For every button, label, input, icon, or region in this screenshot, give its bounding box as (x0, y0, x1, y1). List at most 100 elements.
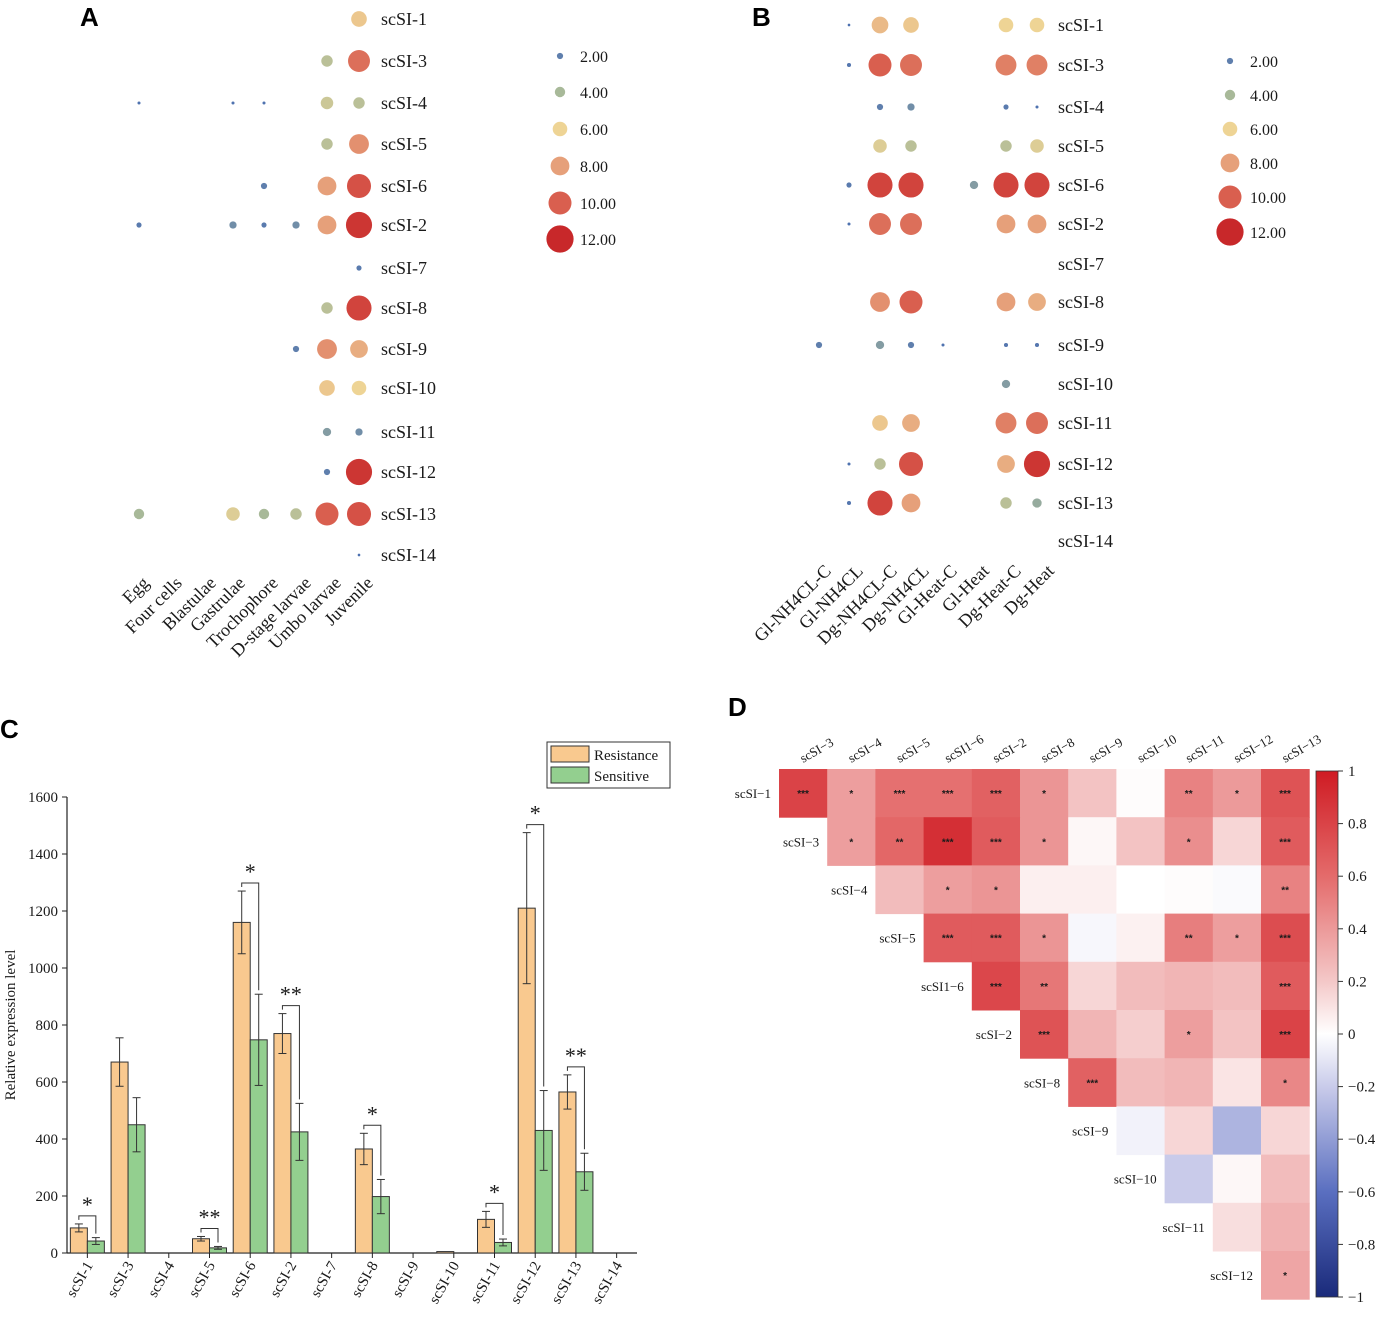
heatmap-cell (1068, 913, 1117, 963)
heatmap-cell (923, 913, 973, 963)
significance-label: ** (280, 982, 302, 1007)
legend-label: 12.00 (1250, 225, 1286, 242)
heatmap-cell (1164, 817, 1214, 866)
bubble (995, 54, 1017, 76)
bubble (292, 221, 300, 229)
significance-label: ** (565, 1043, 587, 1068)
legend-label: Sensitive (594, 769, 649, 785)
column-label: scSI−9 (1086, 734, 1125, 765)
bubble (846, 182, 852, 188)
cell-significance: ** (896, 837, 904, 848)
bubble (815, 341, 823, 349)
heatmap-cell (1164, 1010, 1214, 1059)
bubble (867, 490, 893, 516)
legend-bubble (546, 225, 574, 253)
cell-significance: *** (1279, 789, 1291, 800)
bubble (357, 553, 361, 557)
bubble (226, 507, 240, 521)
gene-label: scSI-14 (381, 545, 436, 565)
bubble (323, 468, 331, 476)
cell-significance: * (1042, 837, 1046, 848)
significance-bracket (78, 1215, 97, 1234)
colorbar-label: −0.4 (1348, 1132, 1375, 1148)
legend-label: 4.00 (580, 85, 608, 102)
heatmap-cell (1261, 1154, 1310, 1204)
row-label: scSI−12 (1210, 1268, 1253, 1283)
cell-significance: *** (797, 789, 809, 800)
heatmap-cell (1164, 1154, 1214, 1204)
legend-bubble (1226, 57, 1234, 65)
heatmap-cell (923, 817, 973, 866)
column-label: scSI−11 (1183, 731, 1227, 765)
legend-label: 12.00 (580, 232, 616, 249)
colorbar (1315, 770, 1339, 1298)
colorbar-label: 0.2 (1348, 974, 1367, 990)
cell-significance: *** (942, 934, 954, 945)
colorbar-label: −1 (1348, 1290, 1364, 1306)
heatmap-cell (875, 817, 925, 866)
legend-bubble (1216, 218, 1244, 246)
bubble (261, 222, 267, 228)
significance-label: * (530, 801, 541, 826)
bubble (874, 458, 886, 470)
y-axis-title: Relative expression level (3, 950, 19, 1101)
gene-label: scSI-3 (1058, 55, 1104, 75)
bubble (1027, 214, 1047, 234)
panel-label-a: A (80, 2, 99, 32)
panel-label-c: C (0, 714, 19, 744)
bubble (345, 211, 373, 239)
gene-label: scSI-7 (381, 258, 427, 278)
significance-bracket (241, 882, 260, 991)
row-label: scSI−2 (976, 1027, 1012, 1042)
bubble (993, 172, 1019, 198)
bubble (315, 502, 339, 526)
bubble (899, 290, 923, 314)
cell-significance: ** (1185, 789, 1193, 800)
bubble (1003, 342, 1009, 348)
significance-label: ** (199, 1204, 221, 1229)
heatmap-cell (1068, 1058, 1117, 1107)
bubble (907, 103, 915, 111)
legend-label: Resistance (594, 748, 658, 764)
row-label: scSI−9 (1072, 1124, 1108, 1139)
row-label: scSI−4 (831, 883, 868, 898)
heatmap-cell (1261, 1202, 1310, 1252)
column-label: scSI−10 (1135, 731, 1180, 765)
bubble (1030, 139, 1044, 153)
x-tick-label: scSI-5 (186, 1259, 219, 1300)
bubble (1001, 379, 1011, 389)
heatmap-cell (1212, 1010, 1262, 1059)
legend-label: 6.00 (580, 122, 608, 139)
bar (273, 1033, 292, 1254)
dot-plot-a: scSI-1 scSI-3 scSI-4 scSI-5 scSI-6 scSI-2 scSI… (118, 9, 616, 661)
gene-label: scSI-1 (381, 9, 427, 29)
x-tick-label: scSI-9 (390, 1259, 423, 1300)
legend-bubble (554, 86, 566, 98)
bubble (997, 455, 1015, 473)
gene-label: scSI-1 (1058, 15, 1104, 35)
gene-label: scSI-12 (381, 462, 436, 482)
heatmap-cell (971, 865, 1021, 915)
cell-significance: * (994, 886, 998, 897)
gene-label: scSI-9 (1058, 335, 1104, 355)
legend-bubble (556, 52, 564, 60)
bubble (321, 55, 333, 67)
bubble (1023, 450, 1051, 478)
gene-label: scSI-8 (381, 298, 427, 318)
cell-significance: *** (942, 837, 954, 848)
bubble (996, 292, 1016, 312)
gene-label: scSI-14 (1058, 531, 1113, 551)
bubble (292, 345, 300, 353)
x-tick-label: scSI-7 (308, 1259, 341, 1301)
bar-chart-c: 0 200 400 600 800 1000 1200 1400 1600 Relative ex… (3, 741, 671, 1307)
bubble (868, 53, 892, 77)
bubble (231, 101, 235, 105)
heatmap-cell (1116, 961, 1166, 1011)
cell-significance: *** (1279, 837, 1291, 848)
heatmap-cell (1164, 865, 1214, 915)
bubble (875, 340, 885, 350)
colorbar-label: 0.8 (1348, 817, 1367, 833)
row-label: scSI−11 (1163, 1220, 1205, 1235)
bubble (133, 508, 145, 520)
cell-significance: * (1283, 1271, 1287, 1282)
